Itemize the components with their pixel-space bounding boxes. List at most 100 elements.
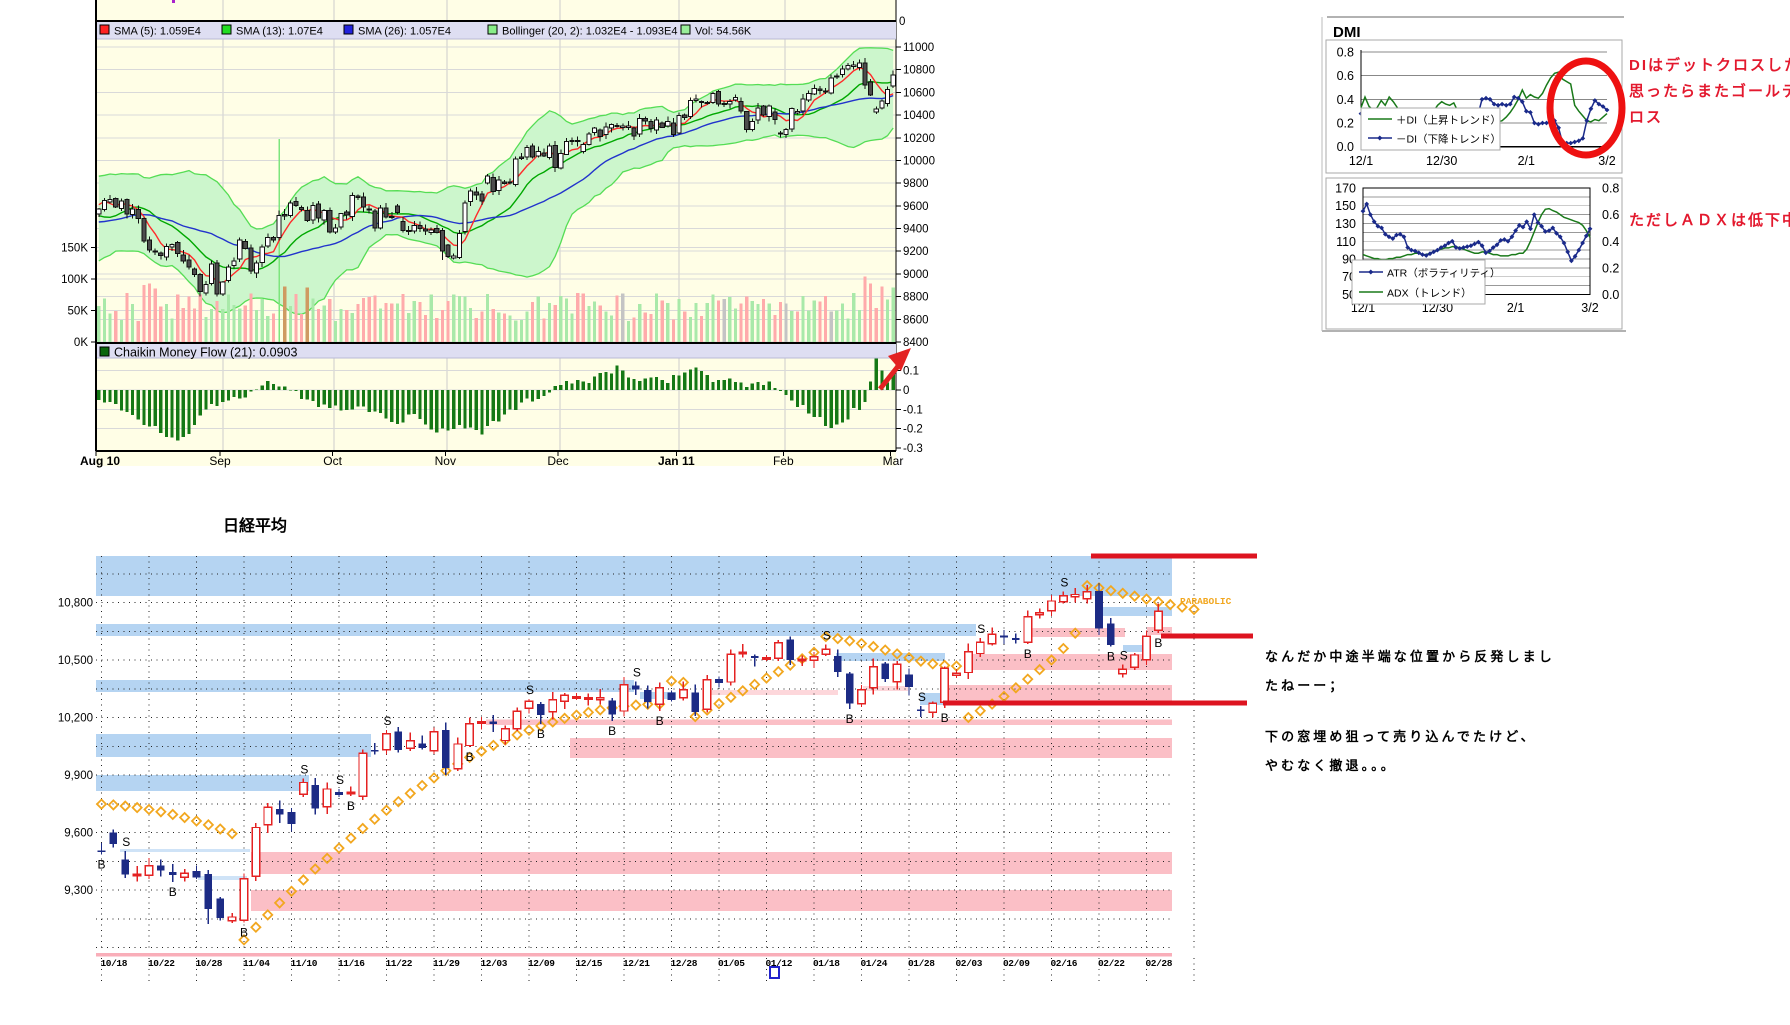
svg-text:02/09: 02/09 <box>1003 958 1030 969</box>
svg-text:B: B <box>1024 647 1032 661</box>
svg-text:＋DI（上昇トレンド）: ＋DI（上昇トレンド） <box>1396 115 1501 127</box>
svg-text:-0.2: -0.2 <box>903 424 923 436</box>
svg-text:-0.1: -0.1 <box>903 404 923 416</box>
svg-text:9,300: 9,300 <box>64 885 93 897</box>
svg-text:9200: 9200 <box>903 246 929 258</box>
svg-text:Nov: Nov <box>435 454 456 468</box>
svg-text:DMI: DMI <box>1333 24 1361 41</box>
svg-text:ADX（トレンド）: ADX（トレンド） <box>1387 288 1472 300</box>
svg-text:02/03: 02/03 <box>956 958 983 969</box>
svg-text:B: B <box>941 711 949 725</box>
svg-text:Feb: Feb <box>773 454 794 468</box>
svg-text:11000: 11000 <box>903 42 934 54</box>
svg-text:SMA (26): 1.057E4: SMA (26): 1.057E4 <box>358 26 451 38</box>
svg-text:12/03: 12/03 <box>481 958 508 969</box>
svg-text:0.0: 0.0 <box>1337 140 1354 154</box>
svg-text:S: S <box>918 690 926 704</box>
svg-text:01/18: 01/18 <box>813 958 840 969</box>
svg-text:12/09: 12/09 <box>528 958 555 969</box>
svg-text:02/16: 02/16 <box>1051 958 1078 969</box>
svg-text:Mar: Mar <box>883 454 904 468</box>
svg-text:S: S <box>526 683 534 697</box>
svg-text:10/28: 10/28 <box>196 958 223 969</box>
svg-text:11/29: 11/29 <box>433 958 460 969</box>
svg-text:SMA (5): 1.059E4: SMA (5): 1.059E4 <box>114 26 201 38</box>
svg-text:S: S <box>1120 649 1128 663</box>
svg-text:2/1: 2/1 <box>1518 154 1535 168</box>
svg-text:0K: 0K <box>74 337 88 349</box>
svg-text:Bollinger (20, 2): 1.032E4 - 1: Bollinger (20, 2): 1.032E4 - 1.093E4 <box>502 26 678 38</box>
svg-text:0.4: 0.4 <box>1602 235 1619 249</box>
svg-text:ATR（ボラティリティ）: ATR（ボラティリティ） <box>1387 268 1500 280</box>
svg-text:11/04: 11/04 <box>243 958 270 969</box>
svg-text:100K: 100K <box>61 274 88 286</box>
svg-text:11/10: 11/10 <box>291 958 318 969</box>
svg-text:B: B <box>656 714 664 728</box>
svg-text:S: S <box>384 714 392 728</box>
svg-text:01/24: 01/24 <box>861 958 888 969</box>
svg-text:02/28: 02/28 <box>1146 958 1173 969</box>
svg-text:0.2: 0.2 <box>1337 117 1354 131</box>
svg-text:0.6: 0.6 <box>1602 208 1619 222</box>
svg-text:0.2: 0.2 <box>1602 261 1619 275</box>
svg-text:01/28: 01/28 <box>908 958 935 969</box>
svg-text:B: B <box>240 925 248 939</box>
svg-text:01/12: 01/12 <box>766 958 793 969</box>
svg-text:12/21: 12/21 <box>623 958 650 969</box>
svg-text:10800: 10800 <box>903 65 935 77</box>
svg-text:0.6: 0.6 <box>1337 69 1354 83</box>
svg-text:10400: 10400 <box>903 110 935 122</box>
svg-text:SMA (13): 1.07E4: SMA (13): 1.07E4 <box>236 26 323 38</box>
svg-text:0.0: 0.0 <box>1602 288 1619 302</box>
svg-text:B: B <box>347 799 355 813</box>
svg-text:12/15: 12/15 <box>576 958 603 969</box>
svg-text:9000: 9000 <box>903 269 929 281</box>
svg-text:01/05: 01/05 <box>718 958 745 969</box>
svg-text:110: 110 <box>1336 235 1356 249</box>
svg-text:10,800: 10,800 <box>58 598 93 610</box>
svg-text:150: 150 <box>1335 199 1356 213</box>
svg-text:10/22: 10/22 <box>148 958 175 969</box>
svg-text:B: B <box>98 857 106 871</box>
svg-text:Oct: Oct <box>323 454 342 468</box>
svg-text:10,200: 10,200 <box>58 713 93 725</box>
svg-text:Jan 11: Jan 11 <box>658 454 695 468</box>
svg-text:11/16: 11/16 <box>338 958 365 969</box>
svg-text:9800: 9800 <box>903 178 929 190</box>
svg-text:9,600: 9,600 <box>64 828 93 840</box>
svg-text:11/22: 11/22 <box>386 958 413 969</box>
svg-text:Aug 10: Aug 10 <box>80 454 120 468</box>
svg-text:B: B <box>169 885 177 899</box>
svg-text:S: S <box>336 773 344 787</box>
svg-text:8800: 8800 <box>903 292 929 304</box>
svg-text:10/18: 10/18 <box>101 958 128 969</box>
svg-text:－DI（下降トレンド）: －DI（下降トレンド） <box>1396 133 1501 146</box>
svg-text:B: B <box>1154 636 1162 650</box>
svg-text:12/1: 12/1 <box>1349 154 1373 168</box>
svg-text:0.4: 0.4 <box>1337 93 1354 107</box>
svg-text:3/2: 3/2 <box>1581 301 1598 315</box>
svg-text:Vol: 54.56K: Vol: 54.56K <box>695 26 752 38</box>
svg-text:3/2: 3/2 <box>1598 154 1615 168</box>
svg-text:S: S <box>977 622 985 636</box>
svg-text:10200: 10200 <box>903 133 935 145</box>
svg-text:B: B <box>537 727 545 741</box>
svg-text:9,900: 9,900 <box>64 770 93 782</box>
svg-text:12/30: 12/30 <box>1426 154 1457 168</box>
svg-text:0: 0 <box>899 16 905 28</box>
svg-text:S: S <box>300 763 308 777</box>
svg-text:S: S <box>633 665 641 679</box>
svg-text:Chaikin Money Flow (21): 0.090: Chaikin Money Flow (21): 0.0903 <box>114 346 297 360</box>
svg-text:8600: 8600 <box>903 314 929 326</box>
svg-text:-0.3: -0.3 <box>903 443 923 455</box>
svg-text:10600: 10600 <box>903 87 935 99</box>
svg-text:S: S <box>1060 575 1068 589</box>
svg-text:B: B <box>1107 650 1115 664</box>
svg-text:B: B <box>846 712 854 726</box>
svg-text:10000: 10000 <box>903 156 935 168</box>
svg-text:0.1: 0.1 <box>903 366 919 378</box>
svg-text:B: B <box>608 724 616 738</box>
svg-text:S: S <box>823 628 831 642</box>
svg-text:10,500: 10,500 <box>58 655 93 667</box>
svg-text:130: 130 <box>1335 217 1356 231</box>
